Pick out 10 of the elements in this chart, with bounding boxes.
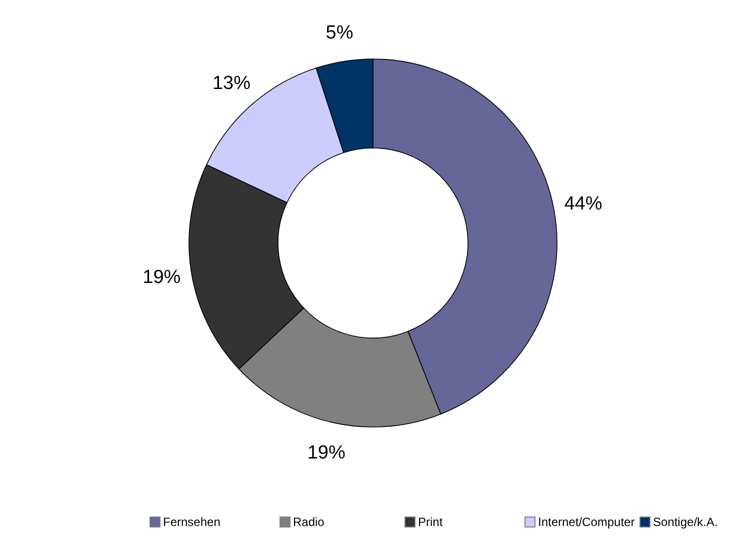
data-label: 19%	[142, 267, 181, 288]
legend-label: Print	[418, 515, 444, 529]
legend-label: Internet/Computer	[538, 515, 635, 529]
data-label: 44%	[564, 194, 602, 215]
legend-label: Radio	[293, 515, 325, 529]
data-label: 19%	[307, 442, 346, 464]
data-label: 13%	[212, 73, 251, 94]
legend-label: Fernsehen	[163, 515, 220, 529]
legend-label: Sontige/k.A.	[653, 515, 718, 529]
data-label: 5%	[326, 22, 354, 44]
